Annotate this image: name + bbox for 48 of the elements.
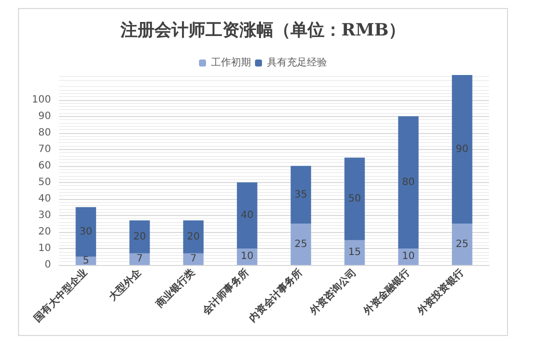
legend-label: 具有充足经验 [267, 56, 327, 68]
bar [76, 256, 96, 265]
x-tick-label: 外资投资银行 [414, 266, 466, 318]
x-tick-label: 外资咨询公司 [306, 266, 359, 318]
y-tick-label: 10 [38, 242, 51, 254]
bar [398, 116, 419, 248]
bar [76, 207, 96, 257]
data-label: 90 [456, 144, 468, 155]
data-label: 20 [133, 231, 146, 242]
bar [129, 253, 150, 265]
data-label: 50 [348, 193, 361, 204]
bar [183, 220, 204, 254]
y-tick-label: 80 [38, 127, 51, 138]
data-label: 10 [240, 251, 254, 262]
x-tick-label: 外资金融银行 [360, 266, 412, 318]
data-label: 30 [80, 226, 92, 238]
y-tick-label: 40 [38, 193, 51, 204]
data-label: 35 [294, 189, 308, 200]
data-label: 25 [294, 238, 308, 250]
data-label: 25 [456, 238, 468, 250]
data-label: 7 [190, 254, 197, 265]
y-tick-label: 30 [38, 210, 51, 221]
bar [236, 182, 258, 248]
bar [290, 224, 312, 265]
y-tick-label: 20 [38, 226, 51, 238]
y-tick-label: 100 [32, 94, 51, 106]
bar [344, 240, 365, 265]
chart-title: 注册会计师工资涨幅（单位：RMB） [119, 20, 406, 40]
bar [452, 75, 472, 224]
x-tick-label: 大型外企 [106, 266, 144, 304]
bar [129, 220, 150, 254]
data-label: 5 [82, 255, 90, 266]
bar [290, 166, 312, 224]
data-label: 20 [187, 231, 200, 242]
data-label: 80 [402, 176, 415, 188]
data-label: 10 [402, 251, 415, 262]
legend-label: 工作初期 [211, 56, 251, 68]
x-tick-label: 商业银行类 [152, 266, 198, 311]
data-label: 15 [348, 247, 361, 258]
y-tick-label: 70 [38, 144, 51, 155]
y-tick-label: 50 [38, 176, 51, 188]
data-label: 40 [240, 210, 254, 221]
y-tick-label: 90 [38, 110, 51, 122]
bar [452, 224, 472, 265]
bar [183, 253, 204, 265]
data-label: 7 [136, 254, 143, 265]
bar [344, 158, 365, 240]
y-tick-label: 60 [38, 160, 51, 172]
